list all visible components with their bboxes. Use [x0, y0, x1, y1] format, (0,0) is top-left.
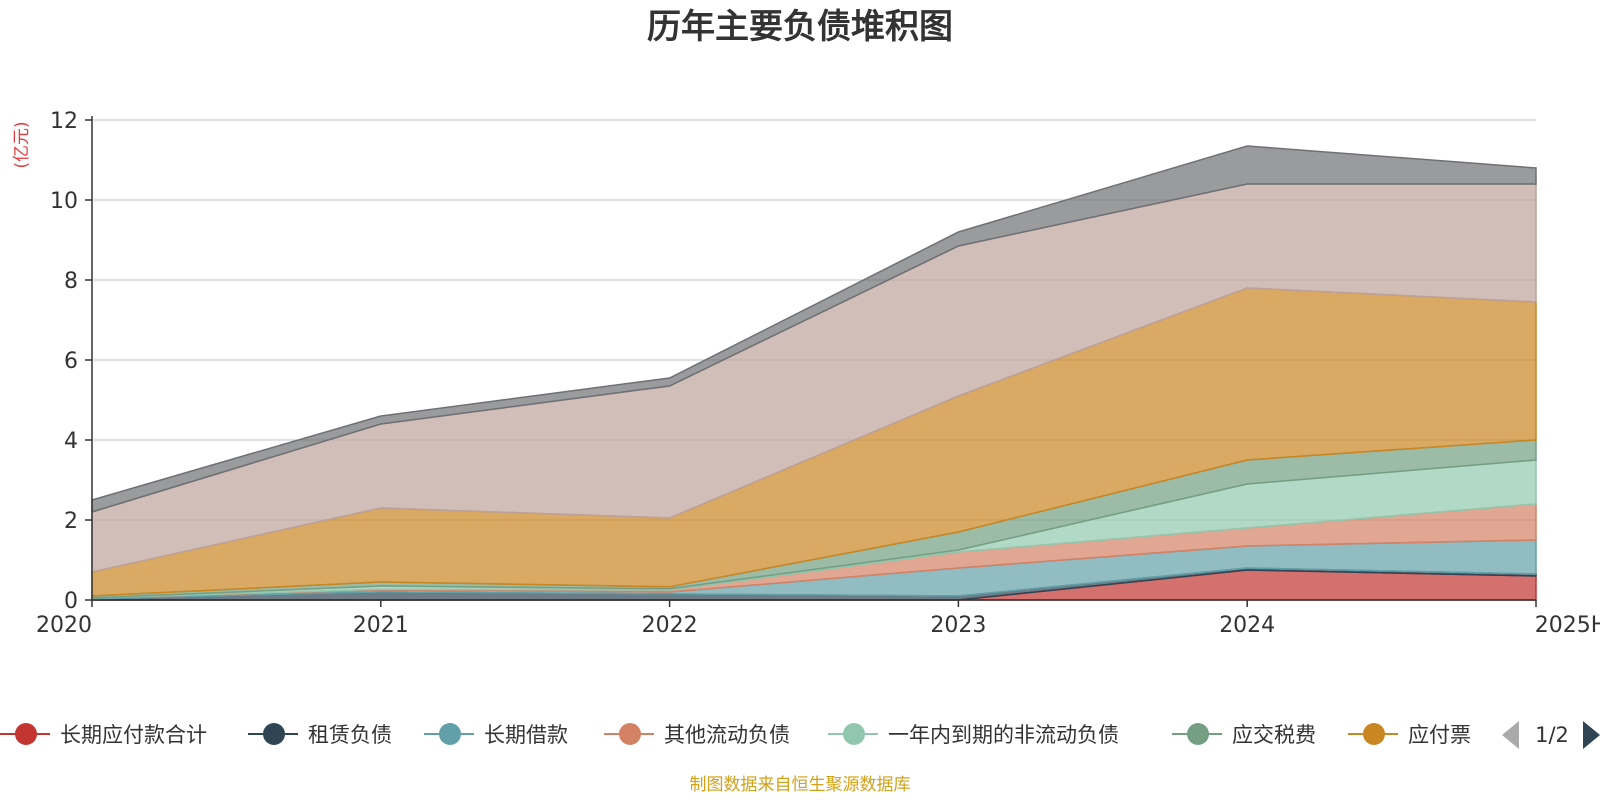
- y-tick-label: 0: [64, 589, 78, 614]
- area-series-group: [91, 145, 1537, 601]
- area-series-8: [91, 145, 1537, 514]
- legend-marker[interactable]: [619, 723, 641, 745]
- y-tick-label: 2: [64, 509, 78, 534]
- x-tick-label: 2025H1: [1535, 613, 1600, 638]
- legend-label[interactable]: 长期借款: [484, 723, 568, 747]
- legend-label[interactable]: 应交税费: [1232, 723, 1316, 747]
- legend-marker[interactable]: [439, 723, 461, 745]
- source-note: 制图数据来自恒生聚源数据库: [690, 775, 911, 795]
- legend-label[interactable]: 租赁负债: [308, 723, 392, 747]
- x-tick-label: 2024: [1219, 613, 1275, 638]
- legend-label[interactable]: 其他流动负债: [664, 723, 790, 747]
- legend-label[interactable]: 应付票: [1408, 723, 1471, 747]
- unit-label: (亿元): [12, 121, 32, 168]
- legend: 长期应付款合计 租赁负债 长期借款 其他流动负债 一年内到期的非流动负债 应交税费 应付票 1…: [0, 721, 1600, 749]
- axes: 0 2 4 6 8 10 12 2020 2021 2022 2023 2024 2025H1: [36, 109, 1600, 638]
- legend-label[interactable]: 一年内到期的非流动负债: [888, 723, 1119, 747]
- legend-marker[interactable]: [1187, 723, 1209, 745]
- legend-marker[interactable]: [263, 723, 285, 745]
- legend-label[interactable]: 长期应付款合计: [60, 723, 207, 747]
- x-tick-label: 2022: [642, 613, 698, 638]
- legend-marker[interactable]: [843, 723, 865, 745]
- legend-prev-page-icon[interactable]: [1502, 721, 1519, 749]
- y-tick-label: 4: [64, 429, 78, 454]
- x-tick-label: 2021: [353, 613, 409, 638]
- legend-page-indicator: 1/2: [1535, 723, 1569, 747]
- legend-marker[interactable]: [1363, 723, 1385, 745]
- y-tick-label: 8: [64, 269, 78, 294]
- y-tick-label: 10: [50, 189, 78, 214]
- y-tick-label: 12: [50, 109, 78, 134]
- legend-next-page-icon[interactable]: [1583, 721, 1600, 749]
- chart-title: 历年主要负债堆积图: [647, 7, 953, 47]
- x-tick-label: 2020: [36, 613, 92, 638]
- x-tick-label: 2023: [930, 613, 986, 638]
- legend-marker[interactable]: [15, 723, 37, 745]
- y-tick-label: 6: [64, 349, 78, 374]
